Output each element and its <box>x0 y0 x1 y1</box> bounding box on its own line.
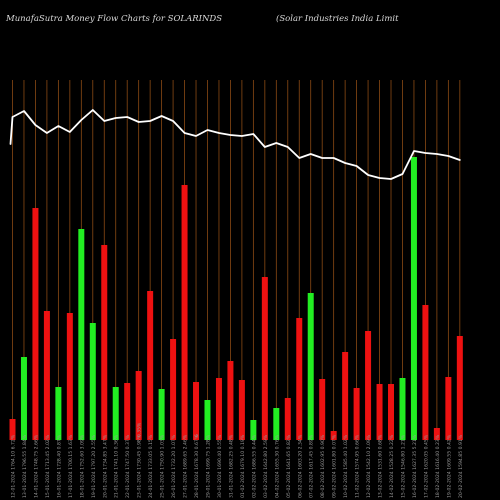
x-tick-label: 21-01-2024 1741.10 0.36% <box>114 434 120 498</box>
x-tick-label: 17-02-2024 1620.05 0.45% <box>423 434 429 498</box>
volume-bar-up <box>20 357 27 440</box>
x-tick-label: 13-02-2024 1531.60 0.68% <box>378 434 384 498</box>
volume-bar-down <box>445 377 452 440</box>
x-tick-label: 16-02-2024 1627.35 5.21% <box>412 434 418 498</box>
x-tick-label: 06-02-2024 1603.20 2.34% <box>297 434 303 498</box>
x-tick-label: 08-02-2024 1602.95 0.90% <box>320 434 326 498</box>
chart-title: MunafaSutra Money Flow Charts for SOLARI… <box>6 14 223 24</box>
volume-bar-down <box>170 339 177 440</box>
annotation-label: 6 <box>194 434 200 437</box>
volume-bar-down <box>32 208 39 440</box>
x-tick-label: 13-01-2024 1796.55 1.84% <box>22 434 28 498</box>
x-tick-label: 18-01-2024 1752.60 3.09% <box>79 434 85 498</box>
x-tick-label: 05-02-2024 1641.65 0.82% <box>286 434 292 498</box>
volume-bar-down <box>353 388 360 440</box>
x-tick-label: 24-01-2024 1733.05 0.15% <box>148 434 154 498</box>
volume-bar-up <box>78 229 85 440</box>
x-tick-label: 15-01-2024 1713.45 2.02% <box>45 434 51 498</box>
volume-bar-down <box>147 291 154 440</box>
x-tick-label: 31-01-2024 1682.25 0.48% <box>228 434 234 498</box>
volume-bar-down <box>66 313 73 440</box>
volume-bar-down <box>388 384 395 440</box>
x-tick-label: 19-01-2024 1797.20 2.55% <box>91 434 97 498</box>
x-tick-label: 12-01-2024 1764.10 6.72% <box>11 434 17 498</box>
volume-bar-down <box>296 318 303 440</box>
x-tick-label: 14-01-2024 1748.75 2.66% <box>33 434 39 498</box>
volume-bar-up <box>410 157 417 440</box>
x-tick-label: 30-01-2024 1690.40 0.55% <box>217 434 223 498</box>
volume-bar-up <box>250 420 257 440</box>
volume-bar-up <box>89 323 96 440</box>
volume-bar-down <box>376 384 383 440</box>
volume-bar-down <box>422 305 429 440</box>
x-tick-label: 23-01-2024 1730.45 0.98% <box>137 434 143 498</box>
x-tick-label: 17-01-2024 1700.15 1.63% <box>68 434 74 498</box>
x-tick-label: 22-01-2024 1747.50 0.37% <box>125 434 131 498</box>
volume-bar-up <box>158 389 165 440</box>
volume-bar-down <box>124 383 131 440</box>
x-tick-label: 09-02-2024 1601.80 0.07% <box>332 434 338 498</box>
volume-bar-up <box>307 293 314 440</box>
x-tick-label: 03-02-2024 1642.80 2.59% <box>263 434 269 498</box>
x-tick-label: 16-01-2024 1728.40 0.87% <box>56 434 62 498</box>
x-tick-label: 10-02-2024 1585.40 1.02% <box>343 434 349 498</box>
x-tick-label: 25-01-2024 1750.90 1.03% <box>160 434 166 498</box>
volume-bar-down <box>330 431 337 440</box>
volume-bar-up <box>399 378 406 440</box>
x-tick-label: 18-02-2024 1616.40 0.23% <box>435 434 441 498</box>
x-tick-label: 04-02-2024 1655.30 0.76% <box>274 434 280 498</box>
x-tick-label: 01-02-2024 1679.10 0.19% <box>240 434 246 498</box>
x-tick-label: 14-02-2024 1528.25 0.22% <box>389 434 395 498</box>
x-tick-label: 29-01-2024 1699.75 1.28% <box>205 434 211 498</box>
x-tick-label: 20-02-2024 1594.85 0.91% <box>458 434 464 498</box>
volume-bar-up <box>273 408 280 440</box>
annotation-label: 0.35% <box>137 422 143 437</box>
chart-subtitle: (Solar Industries India Limit <box>276 14 399 24</box>
volume-bar-up <box>204 400 211 440</box>
volume-bar-down <box>215 378 222 440</box>
x-tick-label: 19-02-2024 1609.55 0.42% <box>446 434 452 498</box>
volume-bar-down <box>238 380 245 440</box>
volume-bar-down <box>433 428 440 440</box>
x-tick-label: 12-02-2024 1542.10 2.09% <box>366 434 372 498</box>
x-tick-label: 02-02-2024 1686.55 0.44% <box>251 434 257 498</box>
x-tick-label: 20-01-2024 1734.85 3.47% <box>102 434 108 498</box>
volume-bar-down <box>456 336 463 440</box>
volume-bar-down <box>193 382 200 440</box>
volume-bar-down <box>284 398 291 440</box>
x-tick-label: 15-02-2024 1546.80 1.21% <box>400 434 406 498</box>
money-flow-line <box>9 109 461 180</box>
volume-bar-down <box>227 361 234 440</box>
x-tick-label: 27-01-2024 1689.65 2.46% <box>183 434 189 498</box>
volume-bar-down <box>181 185 188 440</box>
volume-bar-down <box>135 371 142 440</box>
volume-bar-down <box>101 245 108 440</box>
volume-bar-down <box>9 419 16 440</box>
volume-bar-up <box>112 387 119 440</box>
volume-bar-down <box>342 352 349 440</box>
x-tick-label: 11-02-2024 1574.95 0.66% <box>355 434 361 498</box>
volume-bar-down <box>43 311 50 440</box>
volume-bar-up <box>55 387 62 440</box>
volume-bar-down <box>365 331 372 440</box>
x-tick-label: 26-01-2024 1732.20 1.07% <box>171 434 177 498</box>
volume-bar-down <box>261 277 268 440</box>
x-tick-label: 28-01-2024 1678.30 0.67% <box>194 434 200 498</box>
volume-bar-down <box>319 379 326 440</box>
x-tick-label: 07-02-2024 1617.45 0.89% <box>309 434 315 498</box>
